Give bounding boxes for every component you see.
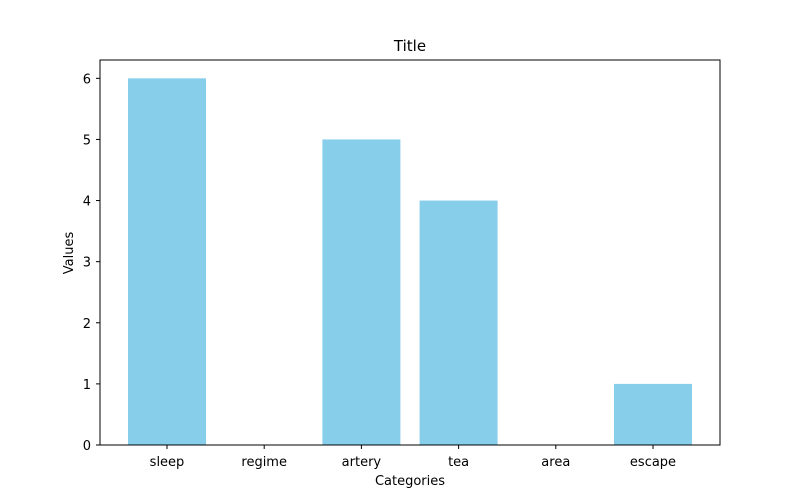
plot-frame	[99, 59, 721, 446]
y-axis-label: Values	[62, 232, 77, 275]
y-tick-label: 3	[83, 256, 91, 271]
bar-artery	[322, 139, 401, 445]
bar-escape	[614, 383, 692, 445]
bars-group	[128, 78, 692, 445]
y-tick-label: 4	[83, 195, 91, 210]
x-tick-label: escape	[630, 455, 676, 470]
y-tick-label: 0	[83, 439, 91, 454]
x-tick-label: sleep	[150, 455, 185, 470]
x-axis-label: Categories	[375, 474, 445, 489]
y-tick-label: 6	[83, 72, 91, 87]
y-tick-label: 1	[83, 378, 91, 393]
x-tick-label: area	[541, 455, 570, 470]
chart-title: Title	[393, 37, 426, 55]
x-tick-label: artery	[342, 455, 382, 470]
x-tick-label: tea	[448, 455, 469, 470]
x-ticks-group: sleep regime artery tea area escape	[150, 445, 676, 470]
y-tick-label: 2	[83, 317, 91, 332]
y-ticks-group: 0 1 2 3 4 5 6	[83, 72, 100, 454]
bar-sleep	[128, 78, 206, 445]
y-tick-label: 5	[83, 133, 91, 148]
x-tick-label: regime	[241, 455, 287, 470]
bar-tea	[419, 200, 498, 445]
